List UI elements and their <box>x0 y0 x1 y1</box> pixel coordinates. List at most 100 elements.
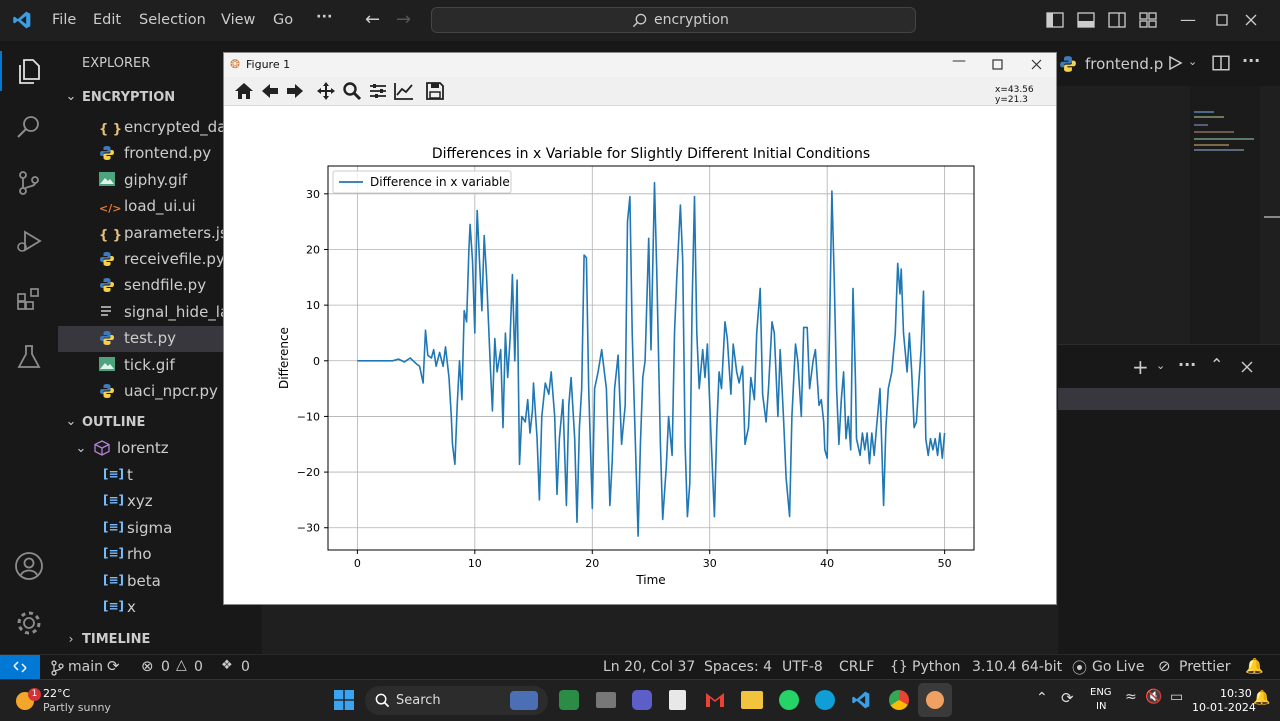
remote-indicator[interactable] <box>0 655 40 680</box>
branch-name[interactable]: main <box>68 659 103 675</box>
menu-selection[interactable]: Selection <box>139 12 206 28</box>
outline-item[interactable]: [≡] beta <box>58 569 262 595</box>
run-debug-icon[interactable] <box>15 227 43 255</box>
plot-canvas[interactable]: 0 10 20 30 40 50 −30 −20 −10 0 10 20 30 Differences … <box>224 105 1056 604</box>
files-explorer-icon[interactable] <box>15 57 43 85</box>
battery-icon[interactable]: ▭ <box>1170 689 1184 705</box>
outline-item[interactable]: [≡] rho <box>58 542 262 568</box>
chevron-down-icon[interactable]: ⌄ <box>1156 359 1166 372</box>
home-icon[interactable] <box>233 81 255 101</box>
language-mode[interactable]: Python <box>912 659 961 675</box>
notepad-icon[interactable] <box>669 690 686 710</box>
folder-header[interactable]: ⌄ ENCRYPTION <box>58 84 262 110</box>
file-item[interactable]: receivefile.py <box>58 247 262 273</box>
extensions-icon[interactable] <box>15 285 43 313</box>
manage-gear-icon[interactable] <box>14 608 44 638</box>
teams-icon[interactable] <box>632 690 652 710</box>
figure-title-bar[interactable]: ❂ Figure 1 — <box>224 53 1056 77</box>
python-figure-taskbar-item[interactable] <box>918 683 952 717</box>
back-arrow-icon[interactable]: ← <box>365 9 381 30</box>
whatsapp-icon[interactable] <box>779 690 799 710</box>
save-figure-icon[interactable] <box>424 81 446 101</box>
show-hidden-icons-icon[interactable]: ⌃ <box>1036 690 1048 706</box>
ports-count[interactable]: 0 <box>241 659 250 675</box>
file-explorer-icon[interactable] <box>741 691 763 709</box>
file-item[interactable]: { } encrypted_dat <box>58 115 262 141</box>
end-of-line[interactable]: CRLF <box>839 659 875 675</box>
split-editor-icon[interactable] <box>1212 54 1230 72</box>
source-control-icon[interactable] <box>15 169 43 197</box>
gmail-icon[interactable] <box>705 691 725 708</box>
clock-time[interactable]: 10:30 <box>1220 687 1252 700</box>
windows-start-icon[interactable] <box>334 690 354 710</box>
outline-item[interactable]: [≡] xyz <box>58 489 262 515</box>
go-live-button[interactable]: Go Live <box>1092 659 1145 675</box>
menu-go[interactable]: Go <box>273 12 294 28</box>
language-indicator-top[interactable]: ENG <box>1090 687 1112 698</box>
figure-close-icon[interactable] <box>1031 59 1042 70</box>
scrollbar-thumb[interactable] <box>1264 216 1280 218</box>
file-item[interactable]: tick.gif <box>58 353 262 379</box>
minimize-window-icon[interactable]: — <box>1180 10 1196 29</box>
outline-item[interactable]: [≡] sigma <box>58 516 262 542</box>
vscode-taskbar-icon[interactable] <box>851 690 871 710</box>
notification-center-icon[interactable]: 🔔 <box>1253 690 1271 706</box>
file-item[interactable]: uaci_npcr.py <box>58 379 262 405</box>
sync-icon[interactable]: ⟳ <box>107 657 120 675</box>
indentation[interactable]: Spaces: 4 <box>704 659 773 675</box>
notifications-bell-icon[interactable]: 🔔 <box>1245 657 1264 675</box>
search-view-icon[interactable] <box>15 113 43 141</box>
outline-item[interactable]: [≡] t <box>58 463 262 489</box>
outline-item[interactable]: [≡] x <box>58 595 262 621</box>
toggle-panel-icon[interactable] <box>1077 12 1095 28</box>
file-item[interactable]: </> load_ui.ui <box>58 194 262 220</box>
outline-header[interactable]: ⌄ OUTLINE <box>58 409 262 435</box>
menu-edit[interactable]: Edit <box>93 12 122 28</box>
edge-icon[interactable] <box>815 690 835 710</box>
accounts-icon[interactable] <box>14 551 44 581</box>
chevron-down-icon[interactable]: ⌄ <box>1188 55 1198 68</box>
close-window-icon[interactable] <box>1245 14 1257 26</box>
forward-icon[interactable] <box>284 81 306 101</box>
wifi-icon[interactable]: ≈ <box>1125 689 1137 705</box>
chrome-icon[interactable] <box>889 690 909 710</box>
cursor-position[interactable]: Ln 20, Col 37 <box>603 659 696 675</box>
figure-minimize-icon[interactable]: — <box>952 53 966 69</box>
edit-axes-icon[interactable] <box>393 81 415 101</box>
command-center-search[interactable]: encryption <box>431 7 916 33</box>
volume-muted-icon[interactable]: 🔇 <box>1145 689 1163 705</box>
forward-arrow-icon[interactable]: → <box>396 9 412 30</box>
menu-file[interactable]: File <box>52 12 77 28</box>
weather-widget[interactable]: 1 <box>14 688 41 712</box>
file-item[interactable]: giphy.gif <box>58 168 262 194</box>
error-count[interactable]: 0 <box>161 659 170 675</box>
panel-more-icon[interactable]: ··· <box>1178 355 1197 374</box>
new-terminal-plus-icon[interactable]: + <box>1132 355 1149 379</box>
file-item[interactable]: { } parameters.jso <box>58 221 262 247</box>
run-python-icon[interactable] <box>1167 55 1183 71</box>
figure-maximize-icon[interactable] <box>992 59 1003 70</box>
task-view-icon[interactable] <box>596 692 616 708</box>
refresh-tray-icon[interactable]: ⟳ <box>1061 689 1074 707</box>
customize-layout-icon[interactable] <box>1139 12 1157 28</box>
close-panel-icon[interactable] <box>1241 361 1253 373</box>
toggle-secondary-sidebar-icon[interactable] <box>1108 12 1126 28</box>
prettier-button[interactable]: Prettier <box>1179 659 1231 675</box>
encoding[interactable]: UTF-8 <box>782 659 823 675</box>
toggle-sidebar-icon[interactable] <box>1046 12 1064 28</box>
maximize-panel-icon[interactable]: ⌃ <box>1210 355 1224 374</box>
taskbar-search-box[interactable]: Search <box>365 686 548 715</box>
outline-item-lorentz[interactable]: ⌄ lorentz <box>58 436 262 462</box>
file-item[interactable]: frontend.py <box>58 141 262 167</box>
pan-icon[interactable] <box>315 81 337 101</box>
editor-tab-label[interactable]: frontend.p <box>1085 55 1164 73</box>
file-item[interactable]: sendfile.py <box>58 273 262 299</box>
clock-date[interactable]: 10-01-2024 <box>1192 701 1256 714</box>
more-actions-icon[interactable]: ··· <box>1242 51 1261 70</box>
maximize-window-icon[interactable] <box>1216 14 1228 26</box>
menu-view[interactable]: View <box>221 12 256 28</box>
menu-more[interactable]: ··· <box>316 9 333 25</box>
copilot-app-icon[interactable] <box>559 690 579 710</box>
terminal-selected-row[interactable] <box>1058 388 1280 410</box>
file-item[interactable]: signal_hide_lab <box>58 300 262 326</box>
